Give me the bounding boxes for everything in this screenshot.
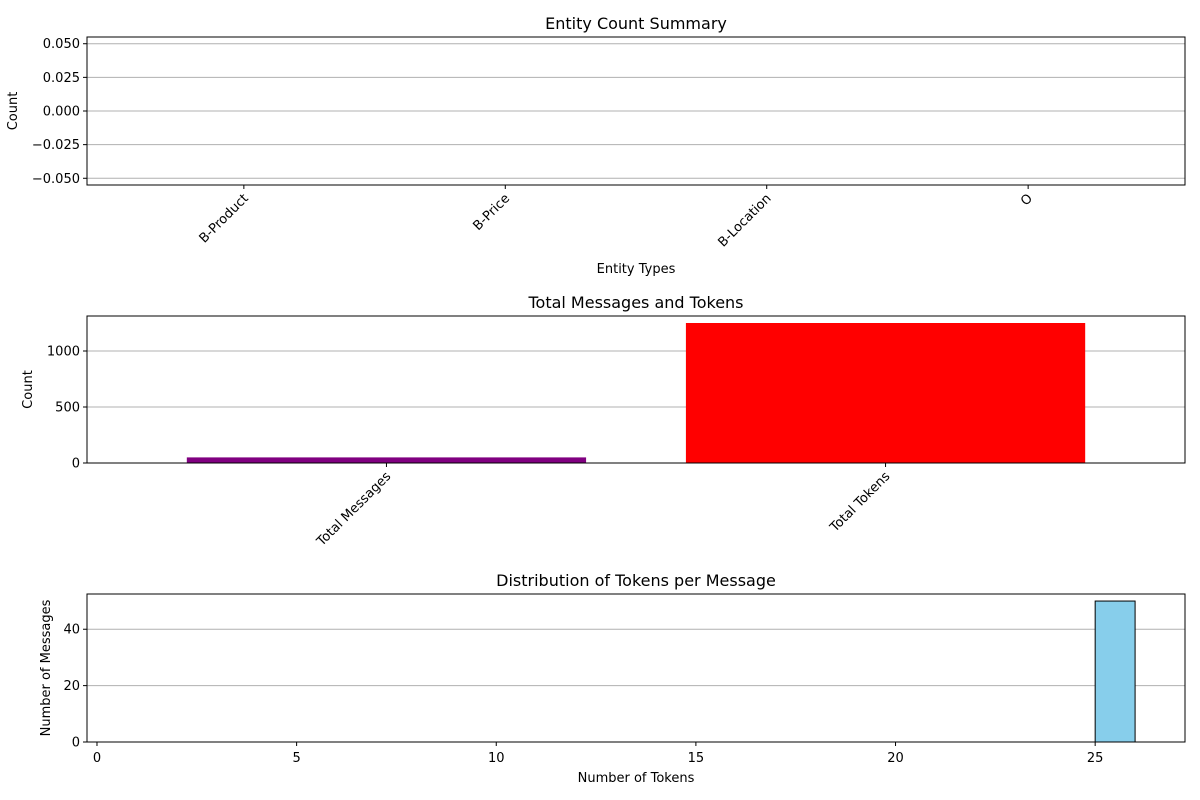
y-tick-label: 1000 (47, 345, 80, 360)
y-tick-label: 0.050 (43, 37, 80, 52)
tokens-histogram-chart: 0 20 40 0 5 10 15 20 25 Distribution of Tokens pe… (39, 571, 1186, 786)
y-axis-label: Count (21, 370, 36, 409)
x-axis-label: Entity Types (597, 262, 676, 277)
x-tick-label: 0 (93, 751, 101, 766)
bar-total-tokens (685, 323, 1086, 463)
x-axis-label: Number of Tokens (578, 771, 695, 786)
axes-frame (86, 36, 1186, 186)
chart-title: Entity Count Summary (545, 14, 727, 33)
y-tick-label: 0 (72, 736, 80, 751)
bar-total-messages (186, 457, 587, 463)
y-axis-label: Number of Messages (39, 599, 54, 736)
y-tick-label: 0.000 (43, 105, 80, 120)
chart-title: Distribution of Tokens per Message (496, 571, 776, 590)
y-tick-label: 0 (72, 457, 80, 472)
x-tick-label: 25 (1087, 751, 1104, 766)
axes-frame (86, 315, 1186, 464)
histogram-bar (1094, 600, 1136, 743)
x-tick-label: 20 (887, 751, 904, 766)
y-tick-label: 20 (63, 679, 80, 694)
y-tick-label: 0.025 (43, 71, 80, 86)
x-tick-label: 15 (688, 751, 705, 766)
y-tick-label: 40 (63, 623, 80, 638)
x-tick-label: 10 (488, 751, 505, 766)
y-tick-label: 500 (55, 401, 80, 416)
x-tick-label: 5 (292, 751, 300, 766)
chart-title: Total Messages and Tokens (527, 293, 743, 312)
y-axis-label: Count (6, 92, 21, 131)
axes-frame (86, 593, 1186, 743)
y-tick-label: −0.050 (32, 172, 80, 187)
y-tick-label: −0.025 (32, 138, 80, 153)
